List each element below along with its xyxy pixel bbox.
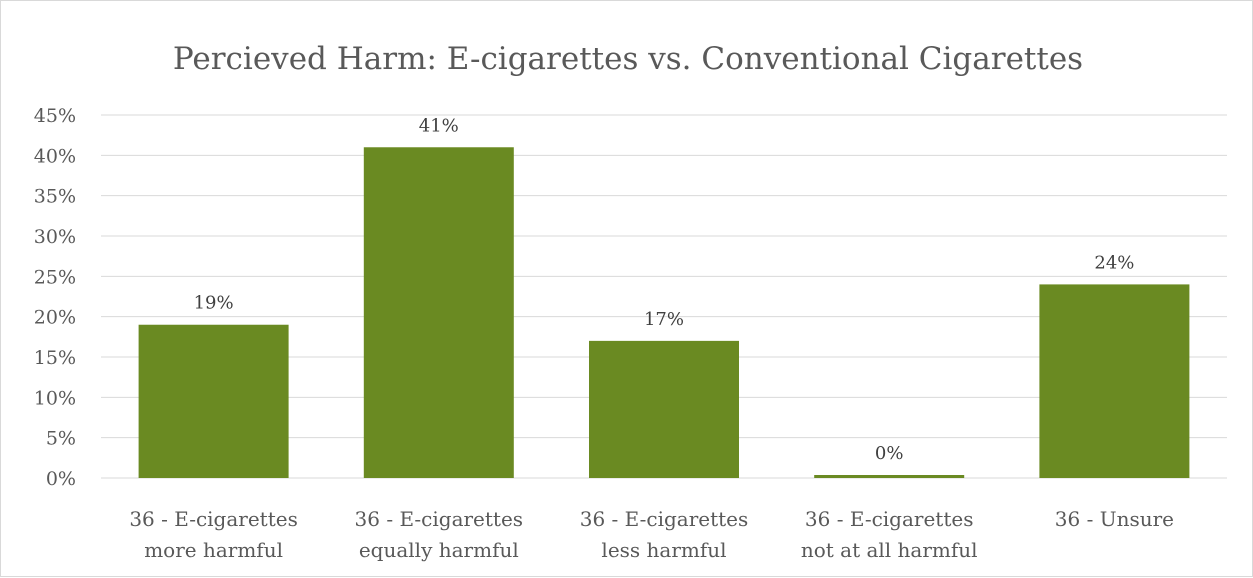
bar — [814, 475, 965, 478]
chart-title: Percieved Harm: E-cigarettes vs. Convent… — [173, 41, 1083, 77]
category-label-line: 36 - E-cigarettes — [129, 507, 298, 531]
category-label-line: more harmful — [144, 538, 283, 562]
y-tick-label: 35% — [34, 186, 76, 208]
y-tick-label: 25% — [34, 266, 76, 288]
gridlines — [101, 114, 1227, 479]
category-label: 36 - E-cigarettes equally harmful — [355, 507, 524, 562]
data-label: 24% — [1094, 252, 1134, 273]
data-labels: 19% 41% 17% 0% 24% — [194, 115, 1135, 464]
category-label: 36 - E-cigarettes not at all harmful — [801, 507, 978, 562]
category-label: 36 - E-cigarettes more harmful — [129, 507, 298, 562]
category-label-line: less harmful — [601, 538, 726, 562]
category-label: 36 - Unsure — [1055, 507, 1174, 531]
y-tick-label: 40% — [34, 145, 76, 167]
category-label-line: not at all harmful — [801, 538, 978, 562]
y-axis-tick-labels: 0% 5% 10% 15% 20% 25% 30% 35% 40% 45% — [34, 105, 76, 490]
data-label: 41% — [419, 115, 459, 136]
y-tick-label: 15% — [34, 347, 76, 369]
bar — [138, 324, 289, 478]
category-label-line: equally harmful — [359, 538, 519, 562]
category-label: 36 - E-cigarettes less harmful — [580, 507, 749, 562]
y-tick-label: 10% — [34, 387, 76, 409]
data-label: 17% — [644, 309, 684, 330]
bars — [138, 147, 1190, 478]
category-label-line: 36 - E-cigarettes — [805, 507, 974, 531]
category-label-line: 36 - E-cigarettes — [355, 507, 524, 531]
category-label-line: 36 - Unsure — [1055, 507, 1174, 531]
data-label: 0% — [875, 443, 904, 464]
y-tick-label: 45% — [34, 105, 76, 127]
y-tick-label: 20% — [34, 307, 76, 329]
bar — [1039, 284, 1190, 478]
bar — [363, 147, 514, 478]
category-label-line: 36 - E-cigarettes — [580, 507, 749, 531]
y-tick-label: 0% — [46, 468, 76, 490]
data-label: 19% — [194, 293, 234, 314]
y-tick-label: 30% — [34, 226, 76, 248]
y-tick-label: 5% — [46, 428, 76, 450]
bar — [589, 340, 739, 478]
